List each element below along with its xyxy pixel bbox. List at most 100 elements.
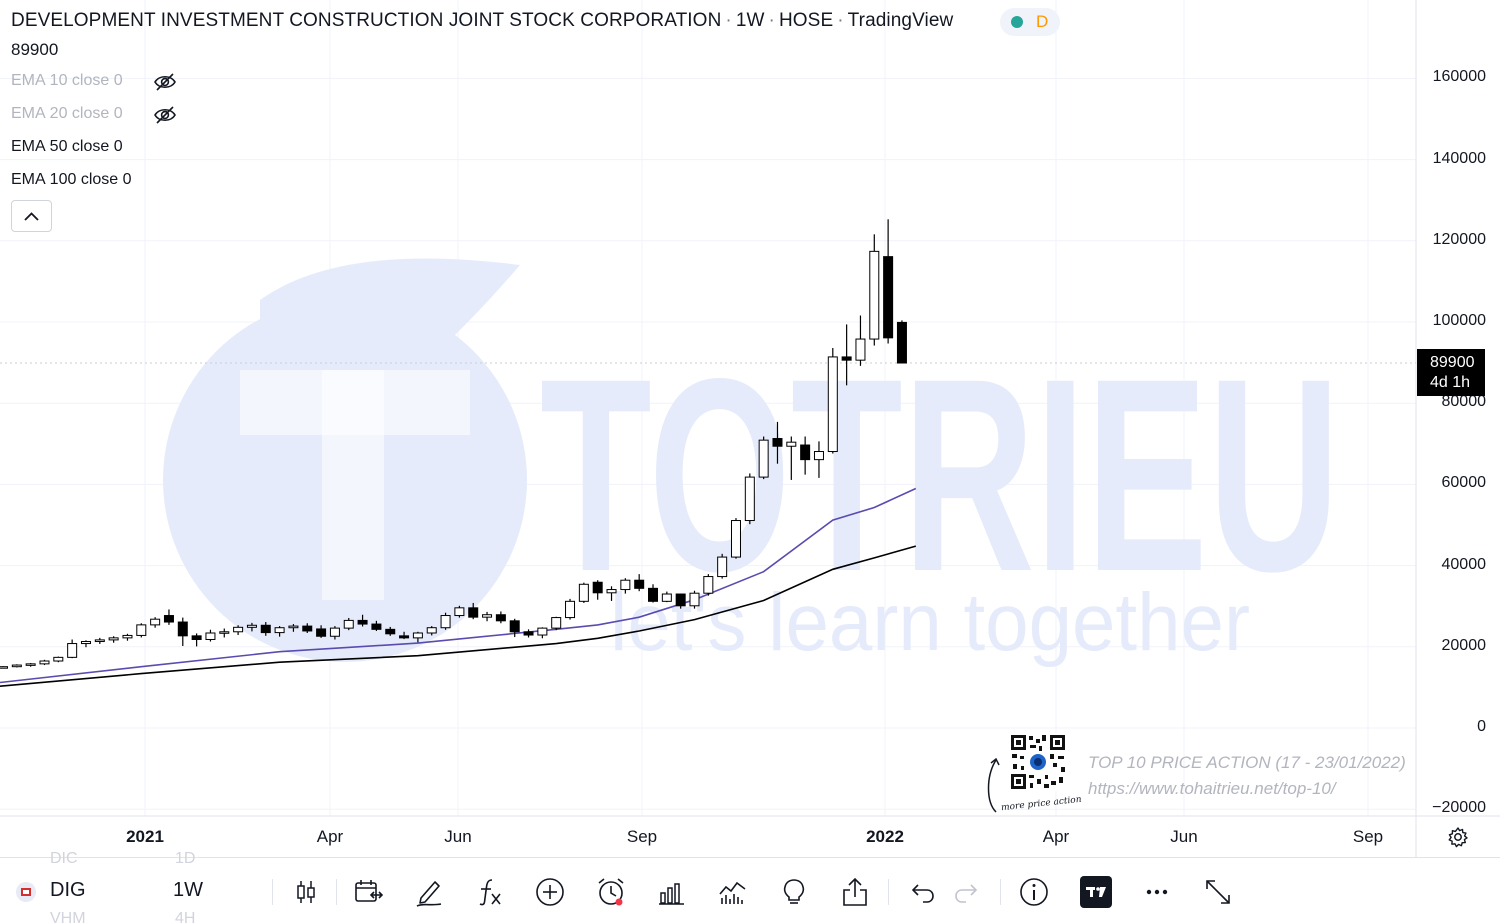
candle[interactable]: [606, 586, 617, 601]
candle[interactable]: [67, 639, 78, 659]
candle[interactable]: [869, 234, 880, 346]
candle[interactable]: [827, 347, 838, 454]
candle[interactable]: [329, 626, 340, 640]
candle[interactable]: [634, 574, 645, 592]
tradingview-logo-icon[interactable]: [1080, 876, 1112, 908]
candle[interactable]: [592, 580, 603, 600]
fullscreen-icon[interactable]: [1202, 876, 1234, 908]
share-icon[interactable]: [839, 876, 871, 908]
candle[interactable]: [39, 659, 50, 666]
candle[interactable]: [426, 626, 437, 636]
candle[interactable]: [122, 633, 133, 641]
candle[interactable]: [537, 627, 548, 639]
candle[interactable]: [0, 666, 8, 669]
candle[interactable]: [371, 620, 382, 631]
eye-off-icon[interactable]: [153, 72, 177, 92]
candle[interactable]: [717, 553, 728, 579]
candle[interactable]: [689, 590, 700, 609]
symbol-search-button[interactable]: DIG: [50, 879, 86, 901]
candle[interactable]: [80, 640, 91, 648]
info-icon[interactable]: [1018, 876, 1050, 908]
redo-icon[interactable]: [952, 876, 984, 908]
candle[interactable]: [800, 436, 811, 475]
candle[interactable]: [786, 436, 797, 480]
candle[interactable]: [219, 628, 230, 638]
volume-profile-icon[interactable]: [717, 876, 749, 908]
candle-body-up: [855, 338, 866, 361]
candle[interactable]: [412, 631, 423, 643]
candle[interactable]: [896, 320, 907, 364]
indicator-ema-20[interactable]: EMA 20 close 0: [11, 105, 123, 122]
candle[interactable]: [565, 598, 576, 620]
candle[interactable]: [260, 622, 271, 636]
candle[interactable]: [813, 441, 824, 478]
candle[interactable]: [343, 617, 354, 631]
candle[interactable]: [302, 623, 313, 633]
candle[interactable]: [675, 593, 686, 609]
candle[interactable]: [758, 436, 769, 480]
candle[interactable]: [288, 624, 299, 632]
candle[interactable]: [648, 584, 659, 603]
collapse-indicators-button[interactable]: [11, 200, 52, 232]
eye-off-icon[interactable]: [153, 105, 177, 125]
candle[interactable]: [163, 609, 174, 625]
candles-icon[interactable]: [290, 876, 322, 908]
market-status-pill[interactable]: D: [1000, 8, 1060, 36]
candle[interactable]: [883, 219, 894, 344]
pencil-icon[interactable]: [413, 876, 445, 908]
candle[interactable]: [191, 633, 202, 647]
candle[interactable]: [316, 625, 327, 638]
more-icon[interactable]: [1141, 876, 1173, 908]
candle[interactable]: [578, 582, 589, 603]
candle[interactable]: [108, 636, 119, 643]
formula-icon[interactable]: [473, 876, 505, 908]
candle[interactable]: [841, 324, 852, 386]
candle[interactable]: [855, 315, 866, 366]
timeframe-button[interactable]: 1W: [173, 879, 203, 901]
promo-url[interactable]: https://www.tohaitrieu.net/top-10/: [1088, 779, 1336, 798]
calendar-range-icon[interactable]: [352, 876, 384, 908]
candle[interactable]: [136, 623, 147, 638]
candle[interactable]: [730, 518, 741, 559]
candle[interactable]: [11, 664, 22, 668]
indicator-ema-100[interactable]: EMA 100 close 0: [11, 171, 132, 188]
bar-chart-icon[interactable]: [656, 876, 688, 908]
candle[interactable]: [246, 622, 257, 632]
candle[interactable]: [440, 612, 451, 630]
indicator-ema-10[interactable]: EMA 10 close 0: [11, 72, 123, 89]
candles[interactable]: [0, 219, 907, 669]
candle-body-up: [689, 592, 700, 607]
candle[interactable]: [772, 421, 783, 464]
candle[interactable]: [661, 591, 672, 603]
candle[interactable]: [620, 578, 631, 594]
indicator-ema-50[interactable]: EMA 50 close 0: [11, 138, 123, 155]
candle[interactable]: [150, 617, 161, 628]
candle[interactable]: [495, 611, 506, 624]
candle[interactable]: [385, 626, 396, 636]
candle[interactable]: [399, 631, 410, 640]
gear-icon[interactable]: [1447, 826, 1469, 848]
undo-icon[interactable]: [905, 876, 937, 908]
candle[interactable]: [53, 656, 64, 663]
candle[interactable]: [94, 637, 105, 644]
alarm-icon[interactable]: [595, 876, 627, 908]
candle[interactable]: [468, 602, 479, 620]
candle[interactable]: [274, 626, 285, 637]
candle[interactable]: [551, 616, 562, 631]
candle-body-up: [620, 579, 631, 591]
candle[interactable]: [523, 629, 534, 638]
candle[interactable]: [357, 614, 368, 627]
lightbulb-icon[interactable]: [778, 876, 810, 908]
candle[interactable]: [509, 618, 520, 638]
candle[interactable]: [454, 605, 465, 618]
candle[interactable]: [482, 611, 493, 622]
add-circle-icon[interactable]: [534, 876, 566, 908]
chart-title[interactable]: DEVELOPMENT INVESTMENT CONSTRUCTION JOIN…: [11, 10, 954, 31]
candle[interactable]: [25, 663, 36, 667]
candle[interactable]: [703, 574, 714, 596]
candle[interactable]: [205, 629, 216, 642]
candle[interactable]: [233, 625, 244, 636]
candle[interactable]: [177, 617, 188, 646]
candle[interactable]: [744, 473, 755, 525]
